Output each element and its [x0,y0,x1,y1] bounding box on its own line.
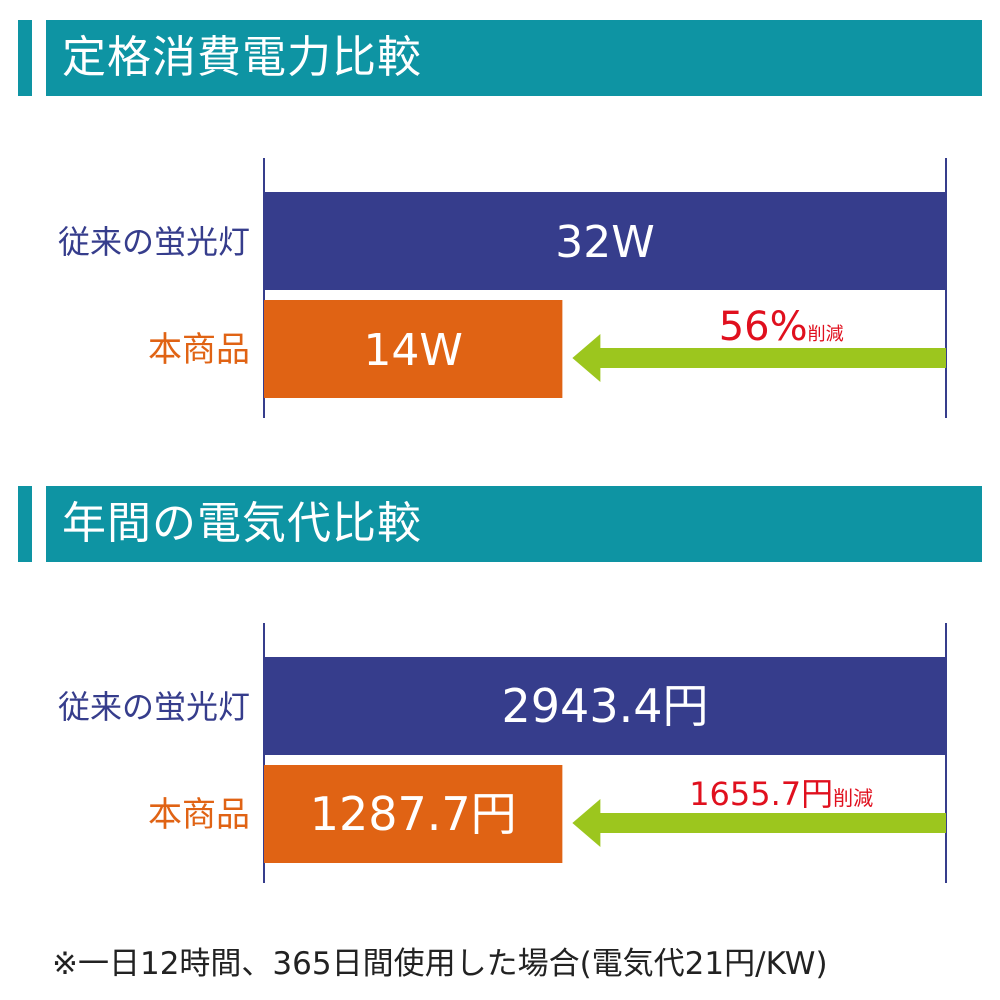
category-label-conventional: 従来の蛍光灯 [58,223,250,261]
value-label-conventional: 2943.4円 [502,679,709,733]
reduction-value: 1655.7円 [689,775,833,813]
bar-product [264,300,563,398]
header-accent-bar [18,486,32,562]
reduction-arrow-shaft [598,813,946,833]
category-label-conventional: 従来の蛍光灯 [58,688,250,726]
category-label-product: 本商品 [148,795,250,835]
header-accent-bar [18,20,32,96]
reduction-arrow-head [572,799,601,847]
reduction-value: 56% [719,304,808,350]
reduction-label: 1655.7円削減 [689,775,873,813]
section-header-power: 定格消費電力比較 [0,20,1000,96]
footnote: ※一日12時間、365日間使用した場合(電気代21円/KW) [52,946,828,982]
power-comparison-chart: 従来の蛍光灯 32W 本商品 14W 56%削減 [58,158,947,418]
section-title-power: 定格消費電力比較 [62,32,422,83]
value-label-conventional: 32W [555,217,655,268]
reduction-arrow-shaft [598,348,946,368]
category-label-product: 本商品 [148,330,250,370]
reduction-suffix: 削減 [808,324,844,345]
header-bar [46,20,982,96]
value-label-product: 1287.7円 [310,787,517,841]
header-bar [46,486,982,562]
bar-conventional [264,657,946,755]
reduction-suffix: 削減 [833,786,873,810]
bar-conventional [264,192,946,290]
section-header-cost: 年間の電気代比較 [0,486,1000,562]
reduction-label: 56%削減 [719,304,844,350]
value-label-product: 14W [363,325,463,376]
reduction-arrow-head [572,334,601,382]
bar-product [264,765,563,863]
section-title-cost: 年間の電気代比較 [62,498,422,549]
